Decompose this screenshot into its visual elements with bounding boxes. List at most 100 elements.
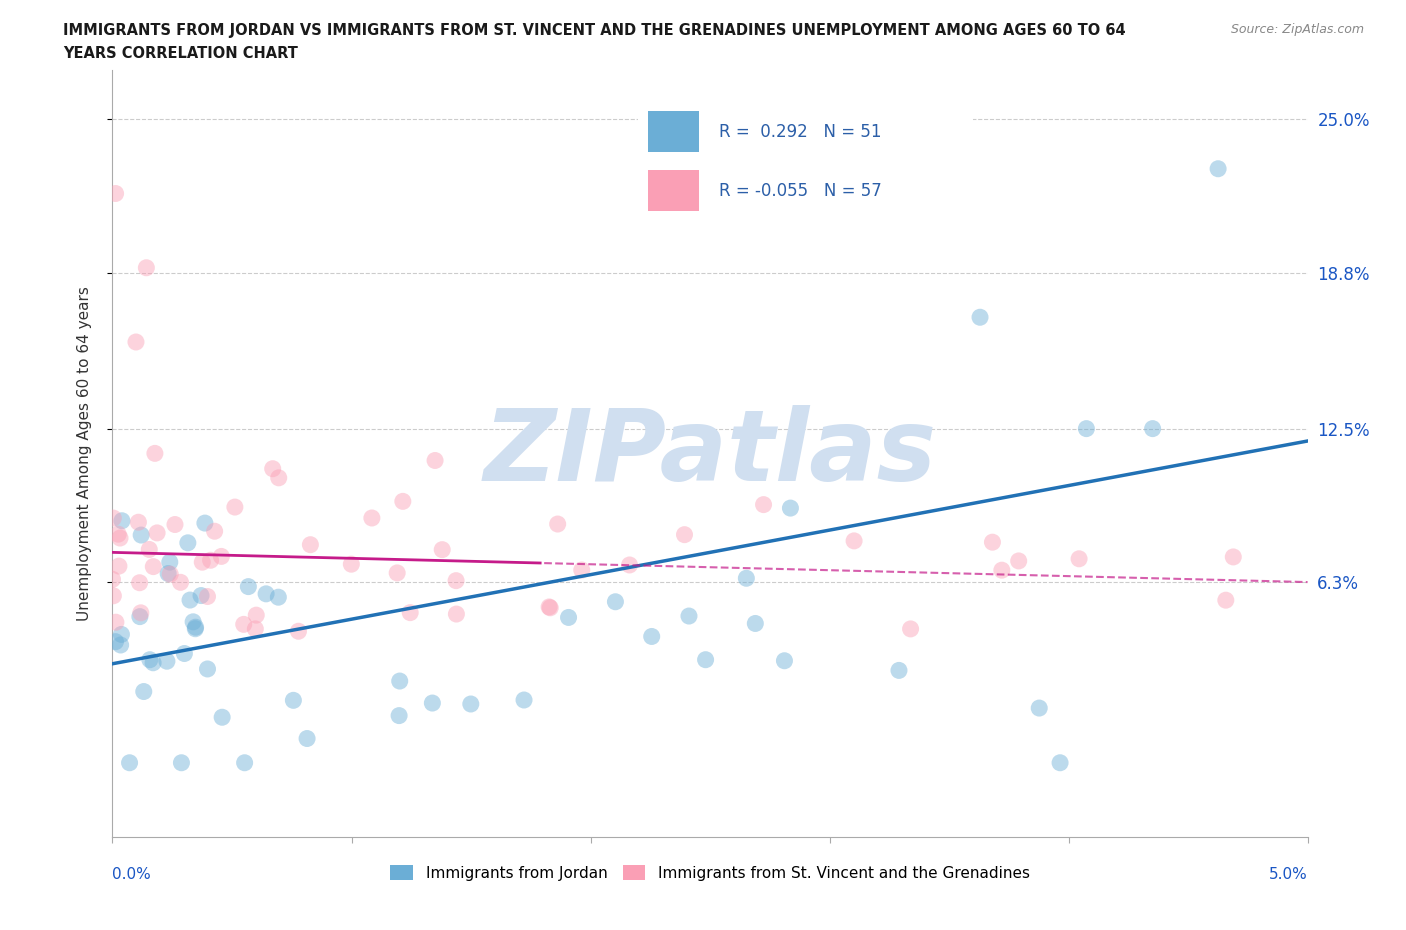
Point [156, 654, 179, 669]
Point [444, 573, 467, 588]
Text: ZIPatlas: ZIPatlas [484, 405, 936, 502]
Point [128, 609, 150, 624]
Point [641, 629, 664, 644]
Point [108, 531, 131, 546]
Point [194, 515, 217, 530]
Point [1049, 755, 1071, 770]
Point [900, 621, 922, 636]
Point [184, 619, 207, 634]
Point [399, 605, 422, 620]
Point [295, 731, 318, 746]
Point [177, 536, 200, 551]
Point [181, 615, 204, 630]
Point [388, 673, 411, 688]
Text: 5.0%: 5.0% [1268, 867, 1308, 882]
Point [392, 494, 415, 509]
Point [125, 335, 148, 350]
Point [460, 697, 482, 711]
Point [157, 566, 180, 581]
Legend: Immigrants from Jordan, Immigrants from St. Vincent and the Grenadines: Immigrants from Jordan, Immigrants from … [384, 858, 1036, 887]
Point [191, 554, 214, 569]
Point [538, 600, 561, 615]
Point [678, 608, 700, 623]
Point [110, 638, 132, 653]
Point [138, 542, 160, 557]
Point [143, 446, 166, 461]
Point [267, 471, 290, 485]
Point [170, 755, 193, 770]
Point [224, 499, 246, 514]
Point [695, 652, 717, 667]
Point [211, 710, 233, 724]
Text: Source: ZipAtlas.com: Source: ZipAtlas.com [1230, 23, 1364, 36]
Point [238, 579, 260, 594]
Point [340, 557, 363, 572]
Point [1008, 553, 1031, 568]
Text: 0.0%: 0.0% [112, 867, 152, 882]
Point [547, 516, 569, 531]
Point [118, 755, 141, 770]
Point [571, 563, 593, 578]
Point [103, 589, 125, 604]
Point [179, 592, 201, 607]
Point [233, 755, 256, 770]
Point [104, 615, 127, 630]
Point [209, 549, 232, 564]
Point [619, 557, 641, 572]
Point [991, 563, 1014, 578]
Point [103, 511, 125, 525]
Point [127, 515, 149, 530]
Point [283, 693, 305, 708]
Text: YEARS CORRELATION CHART: YEARS CORRELATION CHART [63, 46, 298, 61]
Point [1067, 551, 1090, 566]
Point [135, 260, 157, 275]
Point [557, 610, 579, 625]
Point [969, 310, 991, 325]
Point [605, 594, 627, 609]
Point [129, 527, 152, 542]
Point [245, 621, 267, 636]
Point [779, 500, 801, 515]
Point [744, 616, 766, 631]
Point [1206, 161, 1229, 176]
Point [184, 621, 207, 636]
Text: IMMIGRANTS FROM JORDAN VS IMMIGRANTS FROM ST. VINCENT AND THE GRENADINES UNEMPLO: IMMIGRANTS FROM JORDAN VS IMMIGRANTS FRO… [63, 23, 1126, 38]
Point [538, 601, 561, 616]
Point [423, 453, 446, 468]
Point [107, 526, 129, 541]
Point [104, 634, 127, 649]
Point [287, 624, 309, 639]
Point [262, 461, 284, 476]
Point [245, 607, 267, 622]
Point [1028, 700, 1050, 715]
Point [163, 517, 186, 532]
Point [1076, 421, 1098, 436]
Point [159, 554, 181, 569]
Point [752, 498, 775, 512]
Point [388, 708, 411, 723]
Point [842, 534, 865, 549]
Point [139, 652, 162, 667]
Point [673, 527, 696, 542]
Point [200, 552, 222, 567]
Point [104, 186, 127, 201]
Point [981, 535, 1004, 550]
Point [735, 571, 758, 586]
Point [360, 511, 382, 525]
Point [146, 525, 169, 540]
Y-axis label: Unemployment Among Ages 60 to 64 years: Unemployment Among Ages 60 to 64 years [77, 286, 91, 621]
Point [132, 684, 155, 699]
Point [197, 589, 219, 604]
Point [446, 606, 468, 621]
Point [299, 538, 322, 552]
Point [129, 605, 152, 620]
Point [197, 661, 219, 676]
Point [142, 559, 165, 574]
Point [128, 576, 150, 591]
Point [169, 575, 191, 590]
Point [232, 617, 254, 631]
Point [254, 587, 277, 602]
Point [159, 566, 181, 581]
Point [142, 656, 165, 671]
Point [432, 542, 454, 557]
